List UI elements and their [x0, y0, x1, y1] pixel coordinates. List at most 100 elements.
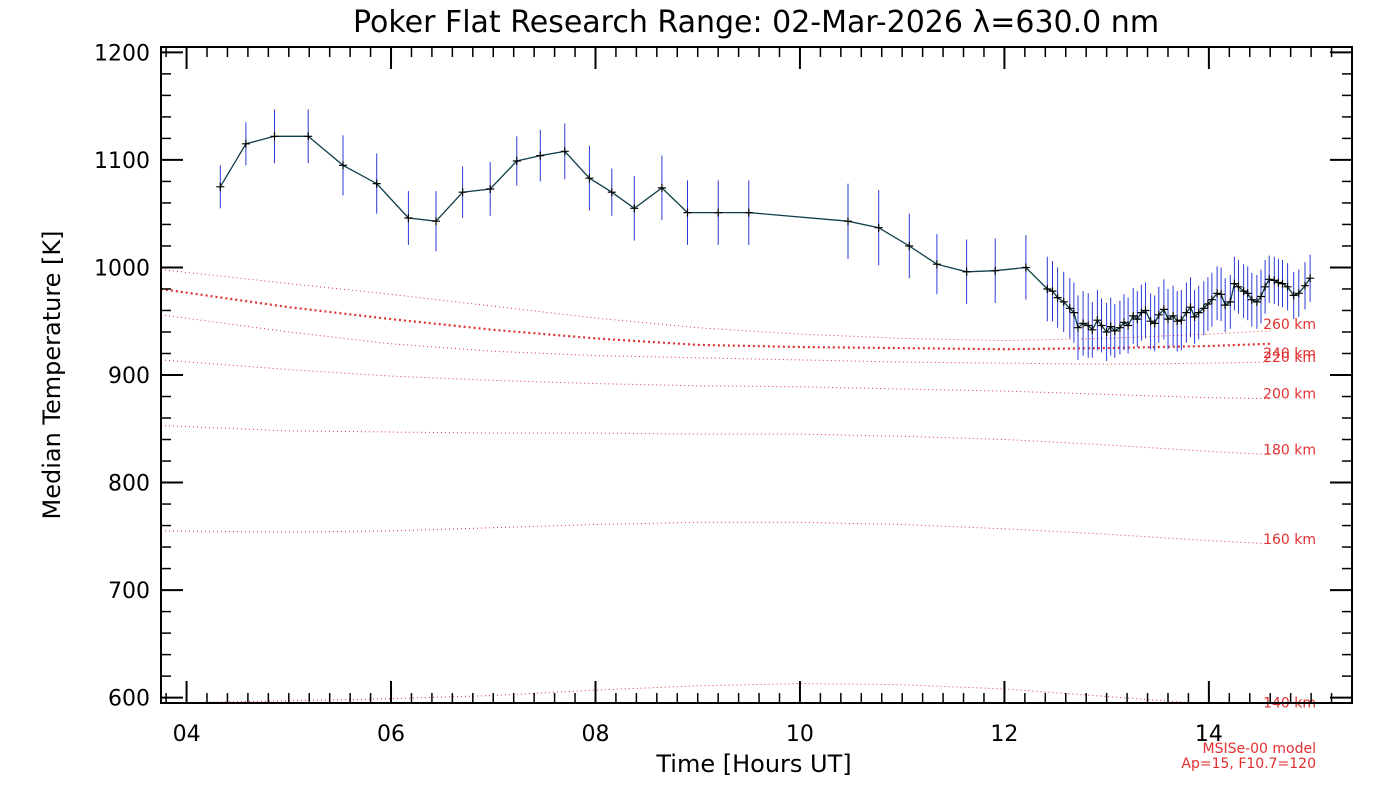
model-curve-260-km — [161, 269, 1271, 342]
data-point — [339, 161, 347, 170]
data-point — [1239, 287, 1248, 296]
data-point — [1097, 321, 1106, 330]
data-point — [432, 217, 440, 226]
data-point — [657, 183, 666, 192]
data-point — [512, 157, 521, 165]
data-point — [1021, 263, 1030, 272]
data-point — [1048, 287, 1057, 296]
data-point — [458, 188, 467, 197]
data-point — [404, 214, 413, 222]
data-point — [1203, 300, 1212, 308]
data-point — [874, 223, 883, 232]
model-curve-180-km — [161, 425, 1271, 456]
x-axis-label: Time [Hours UT] — [655, 750, 851, 778]
data-point — [372, 179, 381, 188]
x-tick-label: 12 — [990, 722, 1018, 747]
data-point — [536, 151, 545, 160]
model-curve-220-km — [161, 314, 1271, 365]
data-point — [1243, 289, 1252, 298]
data-point — [1265, 275, 1274, 284]
data-point — [744, 208, 753, 217]
model-curves — [161, 269, 1271, 703]
y-tick-label: 800 — [108, 472, 150, 497]
model-curve-label: 240 km — [1263, 346, 1316, 362]
data-point — [1065, 304, 1074, 313]
model-curve-label: 200 km — [1263, 387, 1316, 403]
data-point — [714, 208, 723, 217]
data-point — [1194, 308, 1203, 317]
data-point — [1230, 279, 1239, 288]
data-point — [1102, 328, 1111, 336]
y-tick-label: 600 — [108, 687, 150, 712]
y-tick-label: 1100 — [94, 149, 150, 174]
data-point — [1207, 295, 1216, 304]
data-point — [1301, 281, 1309, 290]
data-point — [991, 266, 1000, 275]
data-point — [216, 182, 225, 191]
data-point — [1110, 326, 1119, 335]
model-curve-240-km — [161, 287, 1271, 351]
data-point — [1252, 297, 1261, 306]
plot-axes: 600 700 800 900 1000 1100 1200 04 06 08 10 12 14 — [94, 41, 1353, 747]
model-curve-140-km — [161, 683, 1201, 703]
data-point — [1182, 308, 1191, 317]
y-tick-label: 1200 — [94, 41, 150, 66]
data-point — [1199, 304, 1208, 313]
chart-title: Poker Flat Research Range: 02-Mar-2026 λ… — [353, 5, 1159, 40]
data-point — [1257, 292, 1265, 301]
data-point — [1120, 318, 1128, 327]
data-point — [1270, 276, 1279, 285]
data-point — [1278, 279, 1287, 288]
x-tick-label: 14 — [1195, 722, 1223, 747]
data-point — [1124, 321, 1133, 330]
y-tick-label: 900 — [108, 364, 150, 389]
data-point — [1274, 278, 1283, 287]
data-point — [1186, 303, 1195, 312]
plot-frame — [160, 46, 1353, 704]
data-point — [241, 139, 250, 148]
data-point — [304, 132, 313, 141]
data-point — [905, 242, 914, 250]
data-point — [560, 147, 569, 156]
model-note-line-1: MSISe-00 model — [1202, 741, 1316, 757]
data-point — [1234, 282, 1243, 291]
data-point — [1053, 293, 1062, 302]
y-tick-label: 700 — [108, 579, 150, 604]
x-tick-label: 08 — [582, 722, 610, 747]
model-note-line-2: Ap=15, F10.7=120 — [1181, 756, 1316, 772]
data-point — [1177, 316, 1186, 325]
data-point — [683, 208, 692, 217]
data-point — [1306, 274, 1315, 283]
data-point — [1213, 289, 1222, 298]
data-point — [486, 185, 495, 193]
data-point — [1084, 321, 1093, 330]
model-curve-200-km — [161, 359, 1271, 400]
data-point — [270, 132, 279, 141]
data-point — [1169, 311, 1178, 320]
model-curve-label: 180 km — [1263, 443, 1316, 459]
data-point — [1159, 305, 1168, 314]
data-point — [1088, 325, 1097, 334]
data-point — [1217, 290, 1226, 299]
data-point — [932, 260, 941, 269]
data-point — [844, 217, 852, 226]
data-point — [1115, 323, 1124, 332]
error-bars — [219, 109, 1311, 361]
data-point — [1190, 312, 1199, 321]
model-curve-label: 260 km — [1263, 317, 1316, 333]
data-point — [1079, 319, 1088, 328]
y-axis-label: Median Temperature [K] — [38, 230, 66, 519]
data-point — [1221, 301, 1230, 310]
data-point — [1059, 297, 1068, 306]
data-point — [1133, 315, 1142, 324]
data-point — [1150, 319, 1159, 328]
data-point — [630, 204, 639, 213]
data-series-line — [219, 135, 1311, 334]
model-curve-160-km — [161, 521, 1271, 545]
data-point — [1137, 308, 1146, 317]
data-point — [962, 267, 971, 276]
model-curve-label: 220 km — [1263, 350, 1316, 366]
data-point — [1226, 297, 1235, 306]
